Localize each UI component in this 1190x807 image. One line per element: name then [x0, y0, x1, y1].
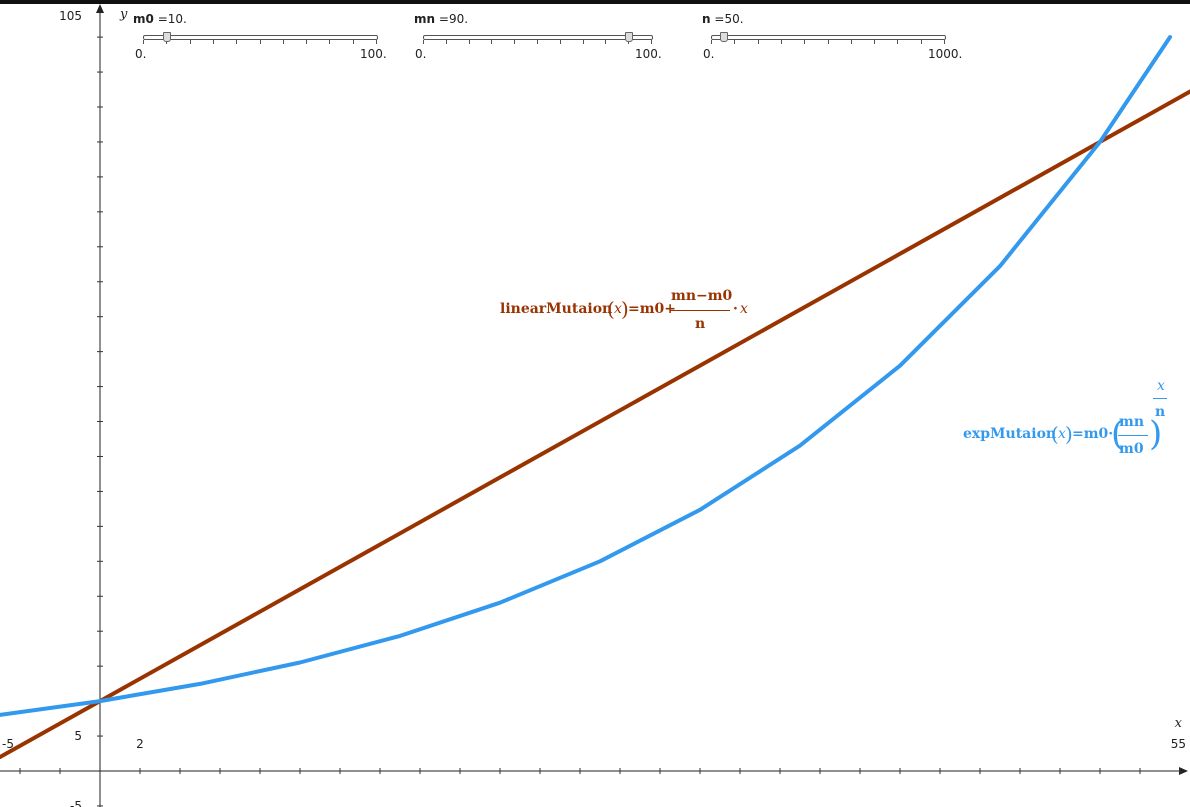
exp-label-var: x: [1058, 426, 1066, 442]
slider-n-max: 1000.: [928, 47, 963, 61]
slider-m0-max: 100.: [360, 47, 387, 61]
slider-mn-tick: [628, 40, 630, 44]
slider-mn-tick: [559, 40, 561, 44]
slider-n-min: 0.: [703, 47, 715, 61]
slider-mn[interactable]: mn =90.: [414, 12, 468, 26]
slider-m0-thumb[interactable]: [163, 32, 172, 42]
x-tick-label: 55: [1171, 737, 1186, 751]
linear-label-dot: ·: [733, 301, 738, 317]
y-tick-label: 5: [74, 729, 82, 743]
y-tick-label: -5: [70, 799, 82, 807]
slider-m0-tick: [189, 40, 191, 44]
slider-n-tick: [827, 40, 829, 44]
slider-m0-tick: [376, 40, 377, 44]
slider-n-eq: =: [714, 12, 725, 26]
linear-label-var: x: [614, 301, 622, 317]
slider-m0-min: 0.: [135, 47, 147, 61]
slider-n-tick: [780, 40, 782, 44]
series-line-expMutaion[interactable]: [0, 35, 1172, 717]
linear-label-eq: =m0+: [628, 301, 677, 317]
series-line-linearMutaion[interactable]: [0, 86, 1190, 759]
slider-mn-eq: =: [438, 12, 449, 26]
exp-label-bar: [1118, 435, 1148, 436]
linear-label-bar: [670, 310, 730, 311]
top-bar: [0, 0, 1190, 4]
slider-n-tick: [897, 40, 899, 44]
exp-label-eq: =m0·: [1072, 426, 1114, 442]
linear-label-den: n: [695, 316, 706, 332]
x-tick-label: 2: [136, 737, 144, 751]
slider-mn-tick: [468, 40, 470, 44]
tick-labels: -5 2 55 -5 5 105: [2, 9, 1186, 807]
axes: [0, 4, 1188, 807]
slider-n-track[interactable]: [711, 35, 946, 40]
slider-n[interactable]: n =50.: [702, 12, 744, 26]
linear-label-tail-var: x: [740, 301, 748, 317]
slider-n-tick: [920, 40, 922, 44]
slider-mn-tick: [582, 40, 584, 44]
series-group[interactable]: [0, 35, 1190, 759]
slider-n-thumb[interactable]: [719, 32, 728, 42]
slider-mn-tick: [423, 40, 424, 44]
exp-label-exp-num: x: [1157, 378, 1165, 394]
slider-n-value: 50.: [724, 12, 744, 26]
slider-n-tick: [944, 40, 945, 44]
slider-mn-thumb[interactable]: [625, 32, 634, 42]
slider-n-tick: [711, 40, 712, 44]
exp-label-num: mn: [1119, 414, 1144, 430]
slider-mn-name: mn: [414, 12, 436, 26]
slider-n-tick: [850, 40, 852, 44]
slider-mn-tick: [514, 40, 516, 44]
slider-m0-tick: [306, 40, 308, 44]
linear-label-name: linearMutaion: [500, 301, 613, 317]
slider-mn-track[interactable]: [423, 35, 653, 40]
slider-mn-tick: [537, 40, 538, 44]
exp-label-exp-bar: [1153, 398, 1167, 399]
x-axis-label: x: [1175, 716, 1183, 731]
slider-m0-tick: [259, 40, 261, 44]
exp-label-den: m0: [1119, 441, 1144, 457]
exp-label-name: expMutaion: [963, 426, 1057, 442]
slider-m0-tick: [143, 40, 144, 44]
slider-n-tick: [734, 40, 736, 44]
slider-mn-min: 0.: [415, 47, 427, 61]
slider-mn-tick: [491, 40, 493, 44]
slider-m0-tick: [236, 40, 238, 44]
linear-label-num: mn−m0: [671, 288, 733, 304]
slider-m0-tick: [329, 40, 331, 44]
slider-mn-tick: [445, 40, 447, 44]
slider-n-tick: [804, 40, 806, 44]
x-axis-arrow: [1179, 767, 1188, 775]
y-axis-arrow: [96, 4, 104, 13]
slider-mn-max: 100.: [635, 47, 662, 61]
slider-mn-tick: [651, 40, 652, 44]
slider-m0[interactable]: m0 =10.: [133, 12, 187, 26]
slider-n-tick: [874, 40, 876, 44]
slider-m0-value: 10.: [167, 12, 187, 26]
slider-m0-track[interactable]: [143, 35, 378, 40]
exp-label-exp-den: n: [1155, 404, 1166, 420]
slider-m0-tick: [282, 40, 284, 44]
slider-n-tick: [757, 40, 759, 44]
slider-m0-tick: [166, 40, 168, 44]
x-tick-label: -5: [2, 737, 14, 751]
y-tick-label: 105: [59, 9, 82, 23]
slider-m0-tick: [212, 40, 214, 44]
slider-mn-value: 90.: [448, 12, 469, 26]
slider-m0-tick: [352, 40, 354, 44]
slider-m0-name: m0: [133, 12, 154, 26]
slider-mn-tick: [605, 40, 607, 44]
slider-n-name: n: [702, 12, 711, 26]
slider-m0-eq: =: [157, 12, 168, 26]
y-axis-label: y: [119, 7, 128, 22]
